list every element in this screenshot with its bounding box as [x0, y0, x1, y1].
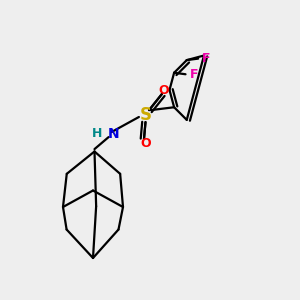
- Text: N: N: [108, 127, 120, 140]
- Text: F: F: [202, 52, 211, 64]
- Text: F: F: [190, 68, 198, 81]
- Text: O: O: [158, 84, 169, 97]
- Text: H: H: [92, 127, 103, 140]
- Text: O: O: [140, 136, 151, 150]
- Text: S: S: [140, 106, 152, 124]
